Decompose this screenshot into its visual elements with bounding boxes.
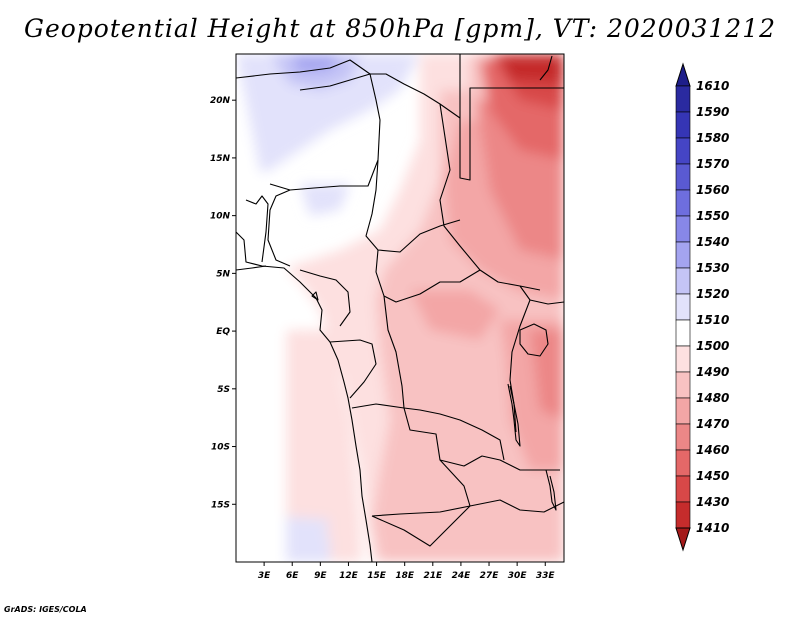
map-plot-area <box>236 54 564 562</box>
tanzania-border <box>529 299 564 305</box>
sudan-border <box>439 103 541 291</box>
colorbar-label: 1470 <box>696 417 729 431</box>
colorbar-segment <box>675 501 691 529</box>
lat-tick-label: 15S <box>211 500 230 510</box>
lake-malawi <box>545 469 557 511</box>
gulf-of-guinea-coast <box>236 265 267 271</box>
lat-tick-label: 5S <box>217 385 230 395</box>
colorbar-label: 1450 <box>696 469 729 483</box>
colorbar-label: 1530 <box>696 261 729 275</box>
colorbar-segment <box>675 475 691 503</box>
colorbar-segment <box>675 215 691 243</box>
colorbar-segment <box>675 449 691 477</box>
nigeria-border <box>267 189 291 267</box>
colorbar-label: 1540 <box>696 235 729 249</box>
colorbar-segment <box>675 397 691 425</box>
lon-tick-label: 33E <box>536 571 556 581</box>
colorbar-segment <box>675 241 691 269</box>
map-frame <box>235 53 565 563</box>
ghana-benin-border <box>245 195 269 263</box>
colorbar-segment <box>675 371 691 399</box>
lon-tick-label: 12E <box>339 571 359 581</box>
colorbar-label: 1500 <box>696 339 729 353</box>
colorbar-label: 1560 <box>696 183 729 197</box>
colorbar: 1610 1590 1580 1570 1560 1550 1540 1530 1520 1510… <box>675 62 729 552</box>
southern-border <box>371 499 564 547</box>
colorbar-segment <box>675 111 691 139</box>
height-region-12 <box>300 310 320 330</box>
lat-tick-label: 10S <box>211 443 230 453</box>
lon-tick-label: 27E <box>480 571 500 581</box>
mozambique-channel-coast <box>539 55 553 81</box>
colorbar-label: 1570 <box>696 157 729 171</box>
height-region-6 <box>410 290 500 340</box>
colorbar-segment <box>675 163 691 191</box>
lat-tick-label: 20N <box>210 96 231 106</box>
colorbar-segment <box>675 189 691 217</box>
colorbar-bottom-arrow <box>675 527 691 552</box>
lon-tick-label: 9E <box>314 571 327 581</box>
colorbar-label: 1460 <box>696 443 729 457</box>
zambia-border <box>439 455 560 471</box>
chart-title: Geopotential Height at 850hPa [gpm], VT:… <box>23 14 777 43</box>
coastline-borders <box>236 54 564 562</box>
lat-tick-label: 15N <box>210 154 231 164</box>
colorbar-segment <box>675 345 691 373</box>
drc-west-border <box>383 295 505 461</box>
colorbar-segment <box>675 267 691 295</box>
colorbar-label: 1580 <box>696 131 729 145</box>
colorbar-label: 1490 <box>696 365 729 379</box>
lat-tick-label: 10N <box>210 212 231 222</box>
cameroon-border <box>299 269 351 327</box>
lon-tick-label: 24E <box>452 571 472 581</box>
height-region-1 <box>276 330 362 562</box>
egypt-sudan-border <box>459 54 564 181</box>
colorbar-label: 1410 <box>696 521 729 535</box>
colorbar-segment <box>675 85 691 113</box>
height-region-16 <box>300 184 350 216</box>
lon-tick-label: 3E <box>258 571 271 581</box>
latitude-axis: 20N 15N 10N 5N EQ 5S 10S 15S <box>210 96 236 510</box>
colorbar-top-arrow <box>675 62 691 87</box>
bioko-island <box>311 291 319 301</box>
lon-tick-label: 21E <box>423 571 443 581</box>
longitude-axis: 3E 6E 9E 12E 15E 18E 21E 24E 27E 30E 33E <box>258 562 556 581</box>
lake-victoria <box>519 323 549 357</box>
lon-tick-label: 6E <box>286 571 299 581</box>
height-field-shading <box>236 54 564 562</box>
grads-credit: GrADS: IGES/COLA <box>4 605 87 614</box>
colorbar-label: 1520 <box>696 287 729 301</box>
colorbar-segment <box>675 137 691 165</box>
lon-tick-label: 18E <box>395 571 415 581</box>
colorbar-label: 1590 <box>696 105 729 119</box>
lat-tick-label: EQ <box>216 327 230 337</box>
height-region-13 <box>236 54 420 180</box>
congo-border <box>329 339 377 399</box>
height-region-15 <box>290 54 340 72</box>
colorbar-segment <box>675 293 691 321</box>
colorbar-label: 1480 <box>696 391 729 405</box>
lon-tick-label: 30E <box>508 571 528 581</box>
lat-tick-label: 5N <box>216 269 230 279</box>
height-region-19 <box>236 54 286 562</box>
lon-tick-label: 15E <box>367 571 387 581</box>
lake-tanganyika <box>507 383 521 447</box>
height-region-14 <box>270 54 360 90</box>
colorbar-segment <box>675 319 691 347</box>
height-region-11 <box>500 54 564 84</box>
height-region-8 <box>530 330 564 420</box>
colorbar-label: 1430 <box>696 495 729 509</box>
colorbar-label: 1510 <box>696 313 729 327</box>
colorbar-label: 1550 <box>696 209 729 223</box>
car-border <box>375 249 481 303</box>
colorbar-label: 1610 <box>696 79 729 93</box>
colorbar-segment <box>675 423 691 451</box>
